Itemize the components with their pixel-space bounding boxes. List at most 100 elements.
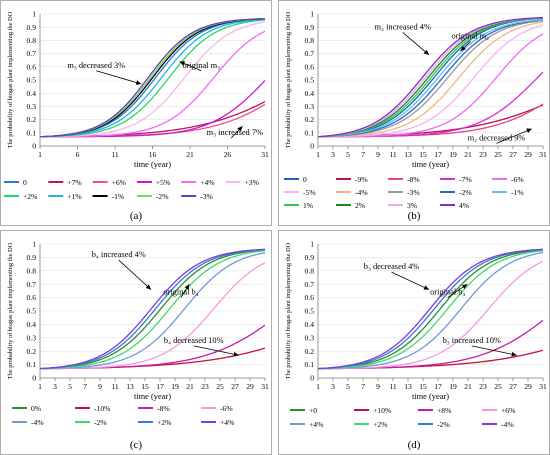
annotation-arrow [402, 32, 430, 56]
x-tick-label: 1 [38, 150, 42, 159]
legend-entry: -8% [157, 404, 170, 413]
y-axis-title: The probability of biogas plant implemen… [7, 11, 14, 148]
series-line-d-6 [317, 248, 544, 370]
legend-entry: -5% [303, 188, 316, 197]
series-line-c-4 [39, 252, 266, 370]
x-tick-label: 19 [449, 382, 457, 391]
legend-entry: -9% [355, 175, 368, 184]
y-tick-label: 0 [32, 142, 36, 151]
annotation-arrowhead [135, 80, 142, 85]
annotation-arrow [193, 345, 239, 356]
y-tick-label: 1 [32, 10, 36, 19]
series-line-a-4 [39, 30, 266, 138]
x-tick-label: 1 [316, 150, 320, 159]
legend-entry: -4% [31, 418, 44, 427]
legend-entry: -2% [437, 420, 450, 429]
panel-label: (b) [408, 210, 421, 222]
x-tick-label: 17 [434, 150, 442, 159]
x-tick-label: 17 [156, 382, 164, 391]
annotation-label: original b₃ [430, 288, 465, 297]
legend-entry: -8% [407, 175, 420, 184]
y-tick-label: 0.6 [305, 62, 315, 71]
x-tick-label: 7 [361, 150, 365, 159]
y-tick-label: 0.1 [27, 360, 37, 369]
y-tick-label: 0.7 [27, 49, 37, 58]
y-tick-label: 0.5 [305, 76, 315, 85]
x-tick-label: 7 [83, 382, 87, 391]
x-tick-label: 9 [98, 382, 102, 391]
chart-panel-d: 00.10.20.30.40.50.60.70.80.911 3 5 7 9 11 13 15… [278, 230, 550, 455]
y-tick-label: 0.2 [27, 347, 37, 356]
annotation-arrowhead [145, 284, 151, 290]
legend-entry: -1% [112, 192, 125, 201]
annotation-arrow [496, 128, 532, 144]
series-line-b-13 [317, 16, 544, 138]
x-tick-label: 3 [53, 382, 57, 391]
series-line-d-0 [317, 249, 544, 370]
legend-entry: 0 [303, 175, 307, 184]
legend-entry: +8% [437, 406, 452, 415]
legend-entry: +2% [157, 418, 172, 427]
series-line-c-5 [39, 250, 266, 370]
chart-panel-b: 00.10.20.30.40.50.60.70.80.911 3 5 7 9 11 13 15… [278, 0, 550, 226]
x-tick-label: 1 [38, 382, 42, 391]
y-tick-label: 0.8 [27, 36, 37, 45]
x-axis-title: time (year) [134, 160, 171, 169]
y-tick-label: 0.5 [27, 76, 37, 85]
series-line-b-6 [317, 21, 544, 138]
x-tick-label: 15 [419, 382, 427, 391]
legend-entry: -2% [156, 192, 169, 201]
annotation-arrowhead [237, 126, 243, 132]
x-tick-label: 15 [141, 382, 149, 391]
series-line-c-0 [39, 249, 266, 370]
y-tick-label: 0.7 [305, 280, 315, 289]
y-tick-label: 0.4 [305, 320, 315, 329]
x-tick-label: 31 [261, 150, 269, 159]
x-tick-label: 21 [186, 150, 194, 159]
series-line-c-7 [39, 248, 266, 370]
series-line-d-5 [317, 250, 544, 370]
x-tick-label: 27 [509, 382, 517, 391]
x-tick-label: 21 [186, 382, 194, 391]
legend-entry: +2% [373, 420, 388, 429]
y-tick-label: 0.3 [305, 333, 315, 342]
legend-entry: -3% [200, 192, 213, 201]
x-tick-label: 31 [539, 150, 547, 159]
series-line-a-10 [39, 17, 266, 138]
x-tick-label: 1 [316, 382, 320, 391]
annotation-arrow [96, 70, 142, 85]
legend-entry: -4% [355, 188, 368, 197]
y-tick-label: 0.4 [27, 320, 37, 329]
annotation-arrow [118, 259, 152, 290]
x-tick-label: 29 [524, 150, 532, 159]
y-tick-label: 0.5 [305, 307, 315, 316]
x-tick-label: 27 [231, 382, 239, 391]
x-tick-label: 23 [201, 382, 209, 391]
y-tick-label: 0.3 [27, 333, 37, 342]
x-tick-label: 13 [404, 150, 412, 159]
legend-entry: -3% [407, 188, 420, 197]
y-tick-label: 0.8 [305, 36, 315, 45]
x-tick-label: 3 [331, 150, 335, 159]
x-tick-label: 23 [479, 382, 487, 391]
annotation-arrowhead [184, 284, 190, 290]
annotation-arrow [391, 271, 430, 290]
series-line-a-7 [39, 18, 266, 138]
legend-entry: -6% [220, 404, 233, 413]
chart-panel-c: 00.10.20.30.40.50.60.70.80.911 3 5 7 9 11 13 15… [0, 230, 272, 455]
y-axis-title: The probability of biogas plant implemen… [7, 242, 14, 379]
legend-entry: -6% [511, 175, 524, 184]
annotation-label: m₃ increased 7% [207, 128, 263, 137]
x-tick-label: 11 [389, 382, 397, 391]
y-tick-label: 0.4 [305, 89, 315, 98]
x-tick-label: 19 [449, 150, 457, 159]
x-tick-label: 23 [479, 150, 487, 159]
legend-entry: -1% [511, 188, 524, 197]
y-tick-label: 0.8 [27, 266, 37, 275]
x-tick-label: 5 [346, 382, 350, 391]
series-line-d-4 [317, 251, 544, 370]
y-tick-label: 0 [32, 374, 36, 383]
x-tick-label: 31 [261, 382, 269, 391]
panel-label: (a) [130, 210, 143, 222]
